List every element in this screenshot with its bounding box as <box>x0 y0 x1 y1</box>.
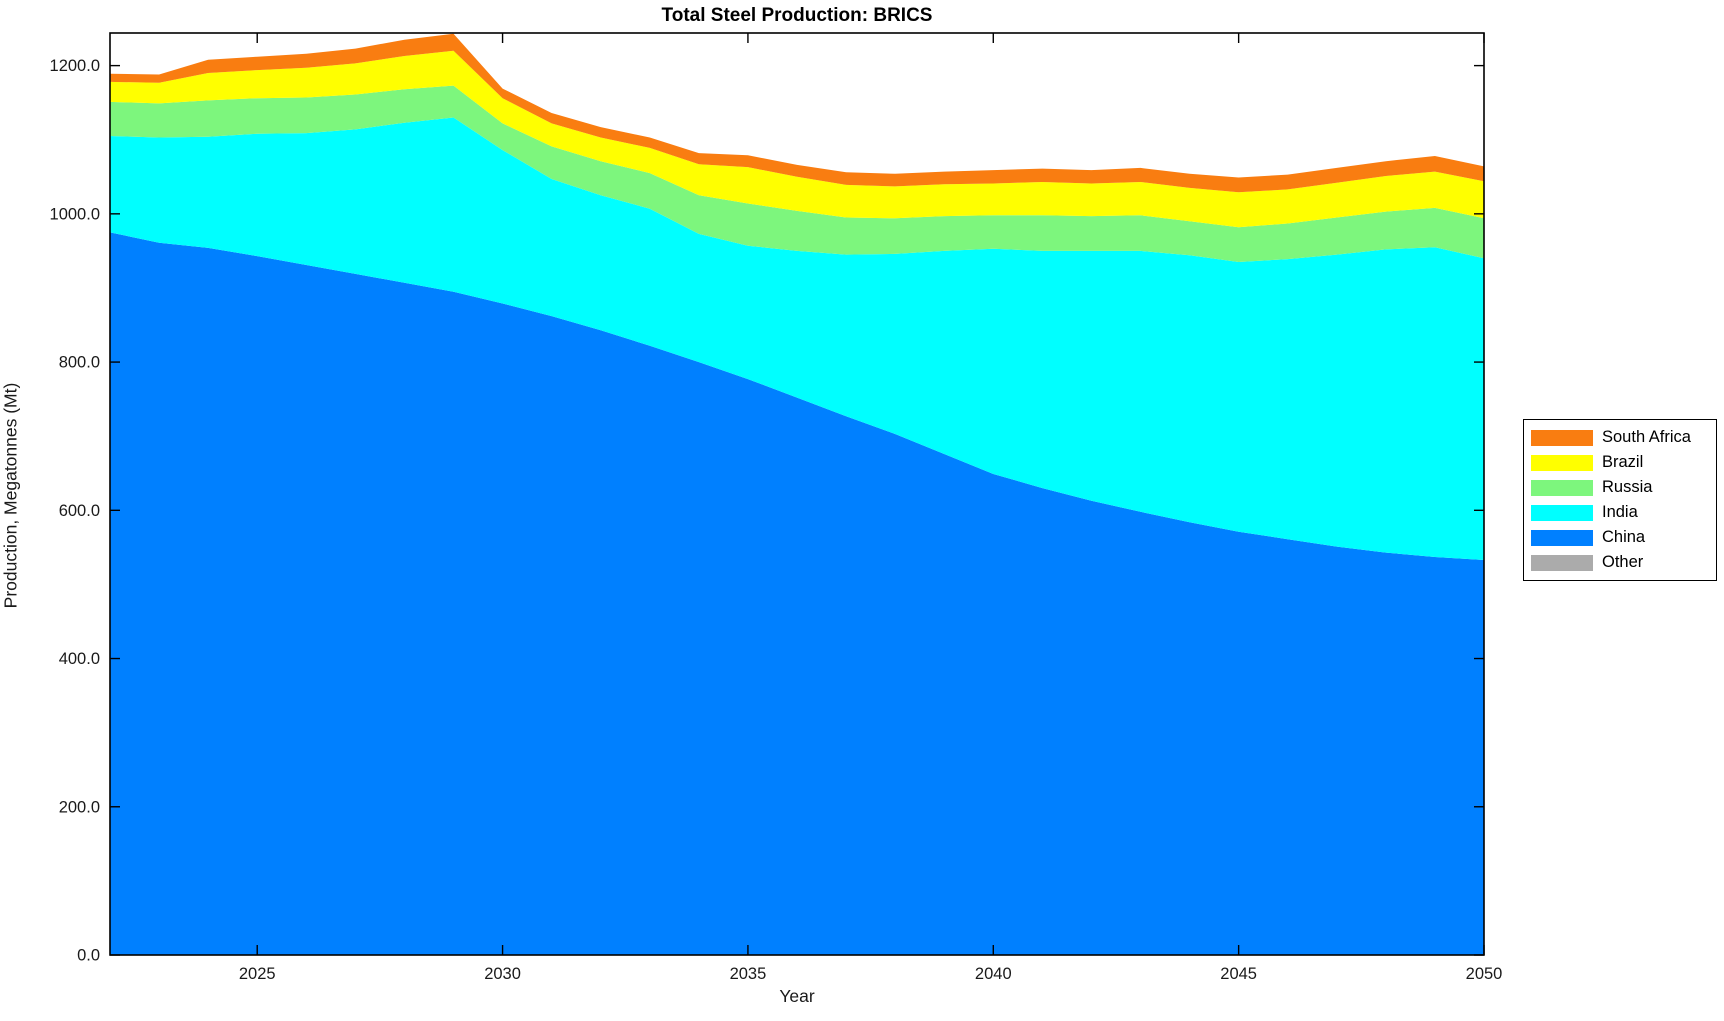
legend-swatch-china <box>1531 529 1593 546</box>
legend-item-brazil: Brazil <box>1531 450 1709 475</box>
legend-label: India <box>1602 503 1638 521</box>
x-axis-label: Year <box>779 986 815 1006</box>
y-tick-label: 800.0 <box>59 354 100 372</box>
legend-label: Russia <box>1602 478 1653 496</box>
legend-swatch-russia <box>1531 479 1593 496</box>
legend-label: Other <box>1602 553 1644 571</box>
y-tick-label: 200.0 <box>59 798 100 816</box>
legend-swatch-india <box>1531 504 1593 521</box>
y-tick-label: 600.0 <box>59 502 100 520</box>
legend-item-russia: Russia <box>1531 475 1709 500</box>
area-south-africa <box>110 33 1484 193</box>
x-tick-label: 2035 <box>730 965 767 983</box>
legend-item-india: India <box>1531 500 1709 525</box>
y-tick-label: 1200.0 <box>50 57 100 75</box>
x-tick-label: 2040 <box>975 965 1012 983</box>
x-tick-label: 2030 <box>484 965 521 983</box>
legend-swatch-other <box>1531 554 1593 571</box>
legend-item-china: China <box>1531 525 1709 550</box>
area-india <box>110 117 1484 560</box>
area-brazil <box>110 50 1484 228</box>
legend-label: China <box>1602 528 1646 546</box>
legend-swatch-south-africa <box>1531 429 1593 446</box>
legend-item-other: Other <box>1531 550 1709 575</box>
y-tick-label: 1000.0 <box>50 205 100 223</box>
x-tick-label: 2045 <box>1220 965 1257 983</box>
legend-label: South Africa <box>1602 428 1691 446</box>
legend-item-south-africa: South Africa <box>1531 425 1709 450</box>
axes-box <box>109 32 1485 956</box>
area-china <box>110 232 1484 955</box>
area-russia <box>110 85 1484 262</box>
x-tick-label: 2050 <box>1466 965 1503 983</box>
y-tick-label: 400.0 <box>59 650 100 668</box>
legend: South Africa Brazil Russia India China Other <box>1523 419 1717 581</box>
chart-title: Total Steel Production: BRICS <box>661 5 933 26</box>
legend-swatch-brazil <box>1531 454 1593 471</box>
legend-label: Brazil <box>1602 453 1644 471</box>
x-tick-label: 2025 <box>239 965 276 983</box>
y-tick-label: 0.0 <box>77 947 100 965</box>
